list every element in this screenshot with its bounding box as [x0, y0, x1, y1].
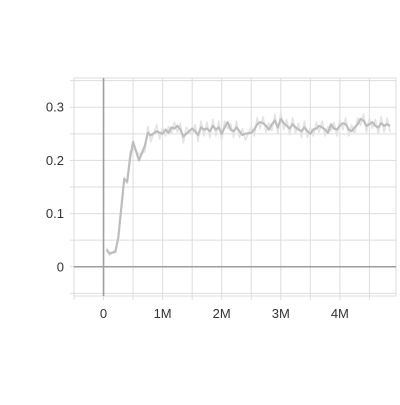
tick-label-layer: 0 1M 2M 3M 4M 0 0.1 0.2 0.3 — [46, 100, 349, 321]
x-tick-label: 3M — [272, 306, 290, 321]
x-tick-label: 1M — [154, 306, 172, 321]
x-tick-label: 0 — [100, 306, 107, 321]
x-tick-label: 2M — [213, 306, 231, 321]
y-tick-label: 0 — [57, 259, 64, 274]
y-tick-label: 0.2 — [46, 153, 64, 168]
axis-layer — [74, 78, 396, 296]
y-tick-label: 0.3 — [46, 100, 64, 115]
series-smoothed-line — [105, 117, 391, 255]
y-tick-label: 0.1 — [46, 206, 64, 221]
series-layer — [105, 111, 391, 257]
x-tick-label: 4M — [331, 306, 349, 321]
